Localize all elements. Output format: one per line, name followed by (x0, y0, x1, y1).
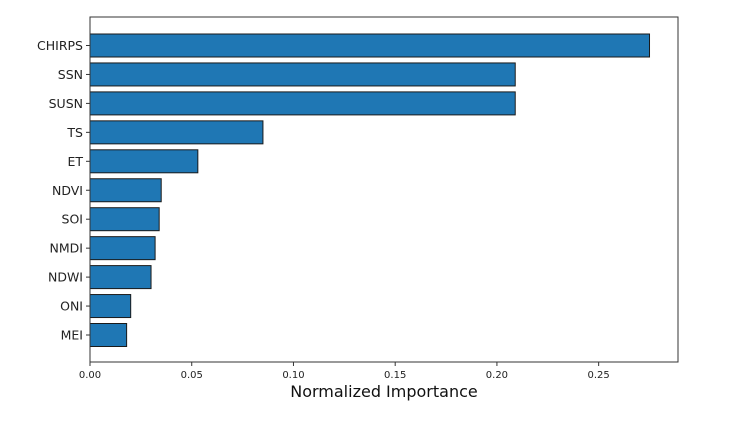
y-tick-label: CHIRPS (37, 38, 83, 53)
bar-oni (89, 294, 132, 319)
y-tick-label: ONI (60, 299, 83, 314)
bar-ts (89, 120, 264, 145)
x-tick-label: 0.20 (486, 370, 508, 381)
y-tick-label: NDWI (48, 270, 83, 285)
y-tick-label: NDVI (52, 183, 83, 198)
plot-frame (89, 16, 679, 363)
bars-group (89, 33, 651, 347)
bar-nmdi (89, 236, 156, 261)
bar-chirps (89, 33, 651, 58)
x-tick-label: 0.15 (384, 370, 406, 381)
x-tick-label: 0.25 (588, 370, 610, 381)
bar-ndvi (89, 178, 162, 203)
bar-ssn (89, 62, 516, 87)
bar-soi (89, 207, 160, 232)
y-tick-label: SSN (58, 67, 83, 82)
y-tick-label: SUSN (49, 96, 83, 111)
y-tick-label: SOI (62, 212, 83, 227)
x-tick-label: 0.10 (282, 370, 304, 381)
y-tick-label: TS (66, 125, 83, 140)
bar-ndwi (89, 265, 152, 290)
y-tick-label: MEI (61, 328, 83, 343)
x-tick-label: 0.05 (181, 370, 203, 381)
bar-susn (89, 91, 516, 116)
bar-et (89, 149, 199, 174)
x-tick-label: 0.00 (79, 370, 101, 381)
x-axis-label: Normalized Importance (290, 382, 478, 401)
x-axis: 0.00 0.05 0.10 0.15 0.20 0.25 (79, 362, 610, 381)
y-tick-label: ET (67, 154, 83, 169)
bar-mei (89, 323, 128, 347)
y-axis: CHIRPS SSN SUSN TS ET NDVI SOI NMDI NDWI ONI MEI (37, 38, 90, 343)
y-tick-label: NMDI (50, 241, 83, 256)
